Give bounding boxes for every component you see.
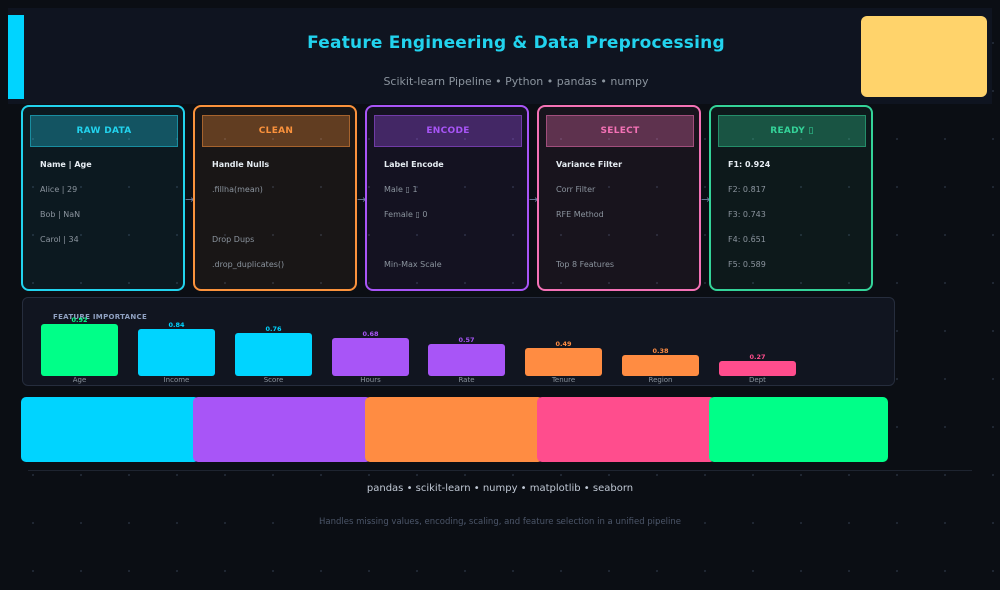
stage-card-encode: ENCODE Label Encode Male ▯ 1 Female ▯ 0 Min-…: [365, 105, 529, 291]
stage-title: CLEAN: [202, 115, 350, 147]
importance-bar: [41, 324, 118, 376]
importance-bar: [235, 333, 312, 376]
importance-value-label: 0.27: [749, 353, 766, 361]
importance-feature-label: Hours: [360, 376, 381, 384]
page-title: Feature Engineering & Data Preprocessing: [307, 33, 725, 53]
stage-title: SELECT: [546, 115, 694, 147]
color-stripe-block: [537, 397, 715, 462]
footer-divider: [28, 470, 972, 471]
footer-tagline: Handles missing values, encoding, scalin…: [318, 517, 682, 527]
stage-line: Label Encode: [384, 160, 444, 169]
stage-title: ENCODE: [374, 115, 522, 147]
flow-arrow-icon: →: [357, 193, 367, 206]
stage-line: F2: 0.817: [728, 185, 766, 194]
stage-line: Male ▯ 1: [384, 185, 418, 194]
stage-card-clean: CLEAN Handle Nulls .fillna(mean) Drop Dups.…: [193, 105, 357, 291]
stage-line: Corr Filter: [556, 185, 596, 194]
importance-value-label: 0.84: [168, 321, 185, 329]
stage-line: F5: 0.589: [728, 260, 766, 269]
color-stripe-block: [365, 397, 543, 462]
importance-value-label: 0.49: [555, 340, 572, 348]
stage-line: Female ▯ 0: [384, 210, 428, 219]
stage-line: Min-Max Scale: [384, 260, 442, 269]
importance-bar: [138, 329, 215, 376]
stage-line: Carol | 34: [40, 235, 79, 244]
stage-title: READY ▯: [718, 115, 866, 147]
importance-bar: [525, 348, 602, 376]
importance-feature-label: Income: [163, 376, 190, 384]
stage-title: RAW DATA: [30, 115, 178, 147]
color-stripe-block: [193, 397, 371, 462]
tools-list: pandas • scikit-learn • numpy • matplotl…: [366, 483, 634, 494]
stage-card-raw-data: RAW DATA Name | Age Alice | 29 Bob | NaN Car…: [21, 105, 185, 291]
importance-feature-label: Region: [648, 376, 673, 384]
color-stripe-block: [709, 397, 888, 462]
stage-card-select: SELECT Variance Filter Corr Filter RFE Meth…: [537, 105, 701, 291]
importance-bar: [719, 361, 796, 376]
importance-feature-label: Score: [263, 376, 284, 384]
stage-card-ready: READY ▯ F1: 0.924 F2: 0.817 F3: 0.743 F4: 0.…: [709, 105, 873, 291]
stage-line: RFE Method: [556, 210, 604, 219]
stage-line: Bob | NaN: [40, 210, 81, 219]
stage-line: .fillna(mean): [212, 185, 263, 194]
importance-bar: [428, 344, 505, 376]
importance-value-label: 0.57: [458, 336, 475, 344]
stage-line: .drop_duplicates(): [212, 260, 285, 269]
header-badge-block: [861, 16, 987, 97]
header-accent-strip: [8, 15, 24, 99]
importance-feature-label: Dept: [749, 376, 766, 384]
importance-value-label: 0.76: [265, 325, 282, 333]
importance-value-label: 0.68: [362, 330, 379, 338]
importance-feature-label: Age: [72, 376, 87, 384]
stage-line: F4: 0.651: [728, 235, 766, 244]
flow-arrow-icon: →: [701, 193, 711, 206]
stage-line: Drop Dups: [212, 235, 255, 244]
flow-arrow-icon: →: [185, 193, 195, 206]
importance-feature-label: Tenure: [551, 376, 576, 384]
stage-line: Variance Filter: [556, 160, 623, 169]
stage-line: F1: 0.924: [728, 160, 771, 169]
stage-line: Top 8 Features: [556, 260, 615, 269]
importance-bar: [332, 338, 409, 376]
stage-line: Name | Age: [40, 160, 92, 169]
header-panel: [8, 8, 992, 104]
importance-value-label: 0.92: [71, 316, 88, 324]
importance-bar: [622, 355, 699, 376]
stage-line: Handle Nulls: [212, 160, 270, 169]
feature-importance-title: FEATURE IMPORTANCE: [53, 313, 148, 321]
page-subtitle: Scikit-learn Pipeline • Python • pandas …: [383, 75, 649, 88]
stage-line: F3: 0.743: [728, 210, 766, 219]
importance-value-label: 0.38: [652, 347, 669, 355]
flow-arrow-icon: →: [529, 193, 539, 206]
importance-feature-label: Rate: [458, 376, 475, 384]
stage-line: Alice | 29: [40, 185, 78, 194]
color-stripe-block: [21, 397, 199, 462]
